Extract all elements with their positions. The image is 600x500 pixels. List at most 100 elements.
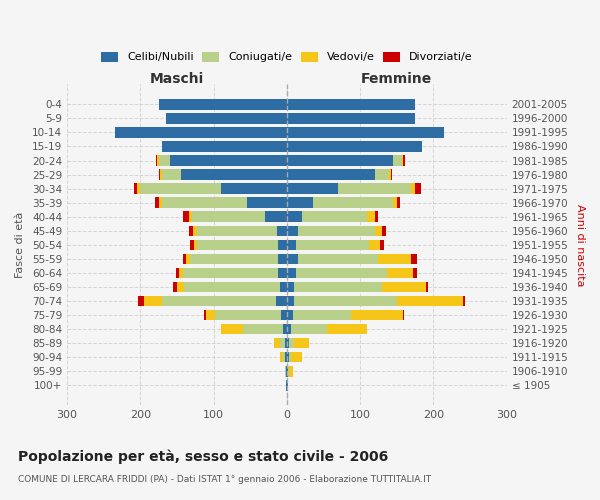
Bar (287, 282, 294, 292)
Bar (158, 99, 287, 110)
Bar (302, 212, 367, 222)
Y-axis label: Fasce di età: Fasce di età (15, 212, 25, 278)
Bar (287, 380, 289, 390)
Bar (296, 240, 369, 250)
Text: Femmine: Femmine (361, 72, 433, 86)
Bar (163, 198, 247, 208)
Bar (298, 254, 379, 264)
Bar (283, 324, 287, 334)
Bar (176, 268, 179, 278)
Bar (403, 156, 405, 166)
Bar (296, 268, 387, 278)
Bar (294, 282, 382, 292)
Bar (412, 254, 418, 264)
Bar (166, 113, 287, 124)
Bar (193, 226, 197, 236)
Bar (156, 156, 157, 166)
Bar (391, 170, 392, 180)
Bar (313, 198, 393, 208)
Bar (280, 352, 283, 362)
Bar (382, 282, 426, 292)
Bar (277, 226, 287, 236)
Bar (184, 282, 280, 292)
Bar (379, 254, 412, 264)
Bar (170, 156, 287, 166)
Bar (276, 296, 287, 306)
Bar (204, 310, 206, 320)
Bar (413, 268, 416, 278)
Bar (289, 338, 294, 348)
Text: Popolazione per età, sesso e stato civile - 2006: Popolazione per età, sesso e stato civil… (18, 450, 388, 464)
Bar (265, 212, 287, 222)
Bar (163, 141, 287, 152)
Bar (158, 170, 160, 180)
Bar (144, 296, 163, 306)
Bar (221, 184, 287, 194)
Bar (367, 212, 375, 222)
Bar (389, 170, 391, 180)
Bar (402, 156, 403, 166)
Bar (393, 156, 402, 166)
Text: COMUNE DI LERCARA FRIDDI (PA) - Dati ISTAT 1° gennaio 2006 - Elaborazione TUTTIT: COMUNE DI LERCARA FRIDDI (PA) - Dati IST… (18, 475, 431, 484)
Bar (137, 184, 140, 194)
Text: Maschi: Maschi (150, 72, 204, 86)
Bar (415, 184, 421, 194)
Bar (287, 324, 290, 334)
Bar (190, 226, 193, 236)
Bar (163, 296, 276, 306)
Bar (294, 296, 397, 306)
Bar (274, 338, 280, 348)
Bar (287, 338, 289, 348)
Bar (221, 324, 243, 334)
Bar (397, 198, 400, 208)
Bar (247, 198, 287, 208)
Bar (140, 184, 221, 194)
Bar (278, 240, 287, 250)
Bar (375, 212, 379, 222)
Bar (287, 254, 298, 264)
Bar (115, 127, 287, 138)
Bar (463, 296, 465, 306)
Bar (187, 254, 190, 264)
Bar (283, 352, 286, 362)
Bar (287, 184, 338, 194)
Bar (380, 240, 383, 250)
Bar (280, 282, 287, 292)
Bar (291, 352, 302, 362)
Bar (327, 324, 367, 334)
Bar (155, 198, 160, 208)
Bar (287, 99, 415, 110)
Bar (190, 240, 194, 250)
Bar (173, 282, 177, 292)
Bar (298, 226, 375, 236)
Bar (338, 184, 412, 194)
Y-axis label: Anni di nascita: Anni di nascita (575, 204, 585, 286)
Legend: Celibi/Nubili, Coniugati/e, Vedovi/e, Divorziati/e: Celibi/Nubili, Coniugati/e, Vedovi/e, Di… (98, 48, 476, 66)
Bar (287, 226, 298, 236)
Bar (286, 380, 287, 390)
Bar (183, 254, 187, 264)
Bar (287, 212, 302, 222)
Bar (397, 296, 463, 306)
Bar (289, 366, 293, 376)
Bar (287, 141, 422, 152)
Bar (294, 338, 309, 348)
Bar (287, 198, 313, 208)
Bar (215, 310, 281, 320)
Bar (183, 212, 188, 222)
Bar (160, 170, 163, 180)
Bar (194, 240, 197, 250)
Bar (197, 226, 277, 236)
Bar (286, 366, 287, 376)
Bar (278, 254, 287, 264)
Bar (287, 113, 415, 124)
Bar (287, 156, 393, 166)
Bar (190, 254, 278, 264)
Bar (280, 338, 286, 348)
Bar (138, 296, 144, 306)
Bar (352, 310, 403, 320)
Bar (281, 310, 287, 320)
Bar (387, 268, 413, 278)
Bar (188, 212, 191, 222)
Bar (403, 310, 404, 320)
